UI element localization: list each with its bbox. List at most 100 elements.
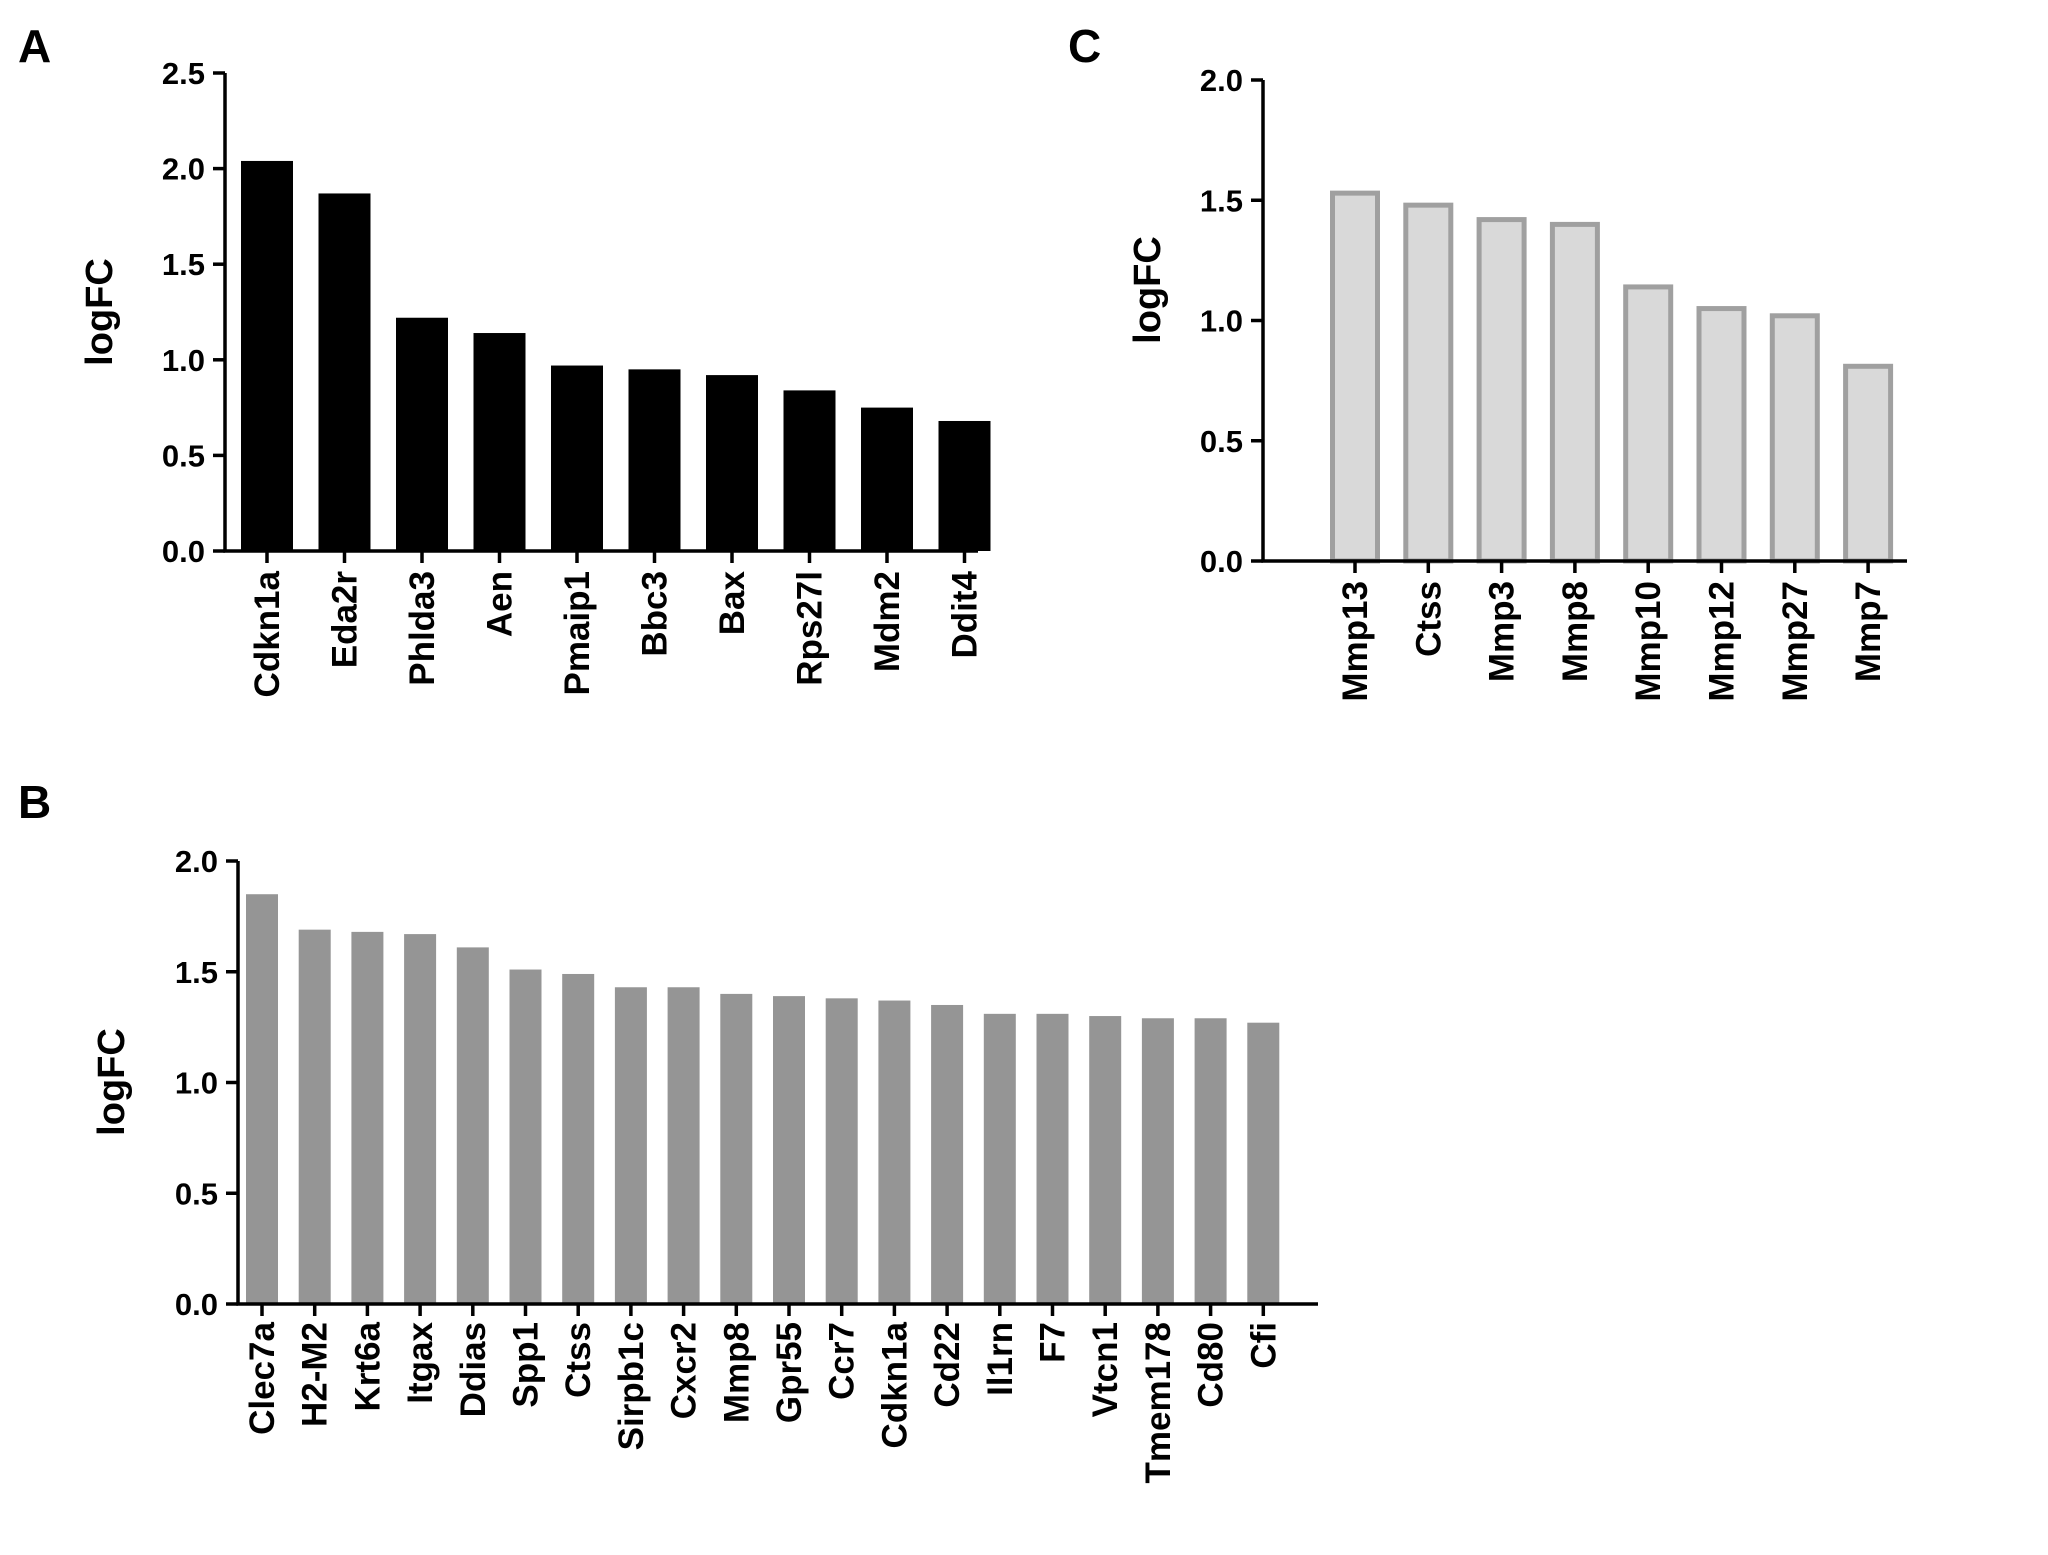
bar-krt6a xyxy=(351,931,384,1304)
bar-clec7a xyxy=(246,894,278,1304)
x-tick-label: Tmem178 xyxy=(1139,1322,1178,1483)
bar-spp1 xyxy=(509,969,542,1304)
y-tick-label: 1.5 xyxy=(1200,183,1243,218)
y-tick-label: 2.0 xyxy=(175,844,218,879)
bar-gpr55 xyxy=(773,996,805,1304)
bar-cdkn1a xyxy=(878,1000,911,1304)
bar-bbc3 xyxy=(628,369,681,551)
bar-mdm2 xyxy=(861,407,913,551)
bar-cdkn1a xyxy=(241,160,293,551)
bar-tmem178 xyxy=(1141,1018,1174,1304)
bar-mmp7 xyxy=(1843,363,1894,564)
y-tick-label: 1.5 xyxy=(162,247,205,282)
y-tick-label: 2.0 xyxy=(1200,63,1243,98)
x-tick-label: Cd22 xyxy=(928,1322,967,1408)
y-axis-title: logFC xyxy=(91,1028,133,1136)
y-axis-title: logFC xyxy=(79,258,121,366)
panel-b-chart: 0.0 0.5 1.0 1.5 2.0 Clec7a H2-M2 Krt6a Itgax Ddia… xyxy=(91,844,1318,1483)
panel-a-chart: 0.0 0.5 1.0 1.5 2.0 2.5 Cdkn1a Eda2r Phlda3 Aen Pm… xyxy=(79,56,991,697)
bar-il1rn xyxy=(983,1013,1016,1304)
x-tick-label: F7 xyxy=(1034,1322,1073,1363)
bar-mmp12 xyxy=(1696,306,1747,564)
x-tick-label: Spp1 xyxy=(507,1322,546,1408)
bar-mmp8 xyxy=(720,993,753,1304)
x-tick-label: Cdkn1a xyxy=(875,1321,914,1448)
x-tick-label: Cxcr2 xyxy=(665,1322,704,1419)
x-tick-label: Bax xyxy=(713,570,752,635)
x-tick-label: Mmp12 xyxy=(1703,581,1742,702)
bar-mmp8 xyxy=(1549,221,1600,564)
bar-cfi xyxy=(1247,1022,1280,1304)
y-tick-label: 0.5 xyxy=(175,1176,218,1211)
x-tick-label: Cfi xyxy=(1244,1322,1283,1369)
bar-pmaip1 xyxy=(551,365,603,551)
y-tick-label: 1.0 xyxy=(175,1066,218,1101)
y-tick-label: 1.0 xyxy=(1200,304,1243,339)
bar-mmp3 xyxy=(1476,217,1527,564)
panel-a-letter: A xyxy=(18,20,51,72)
y-tick-label: 0.0 xyxy=(1200,544,1243,579)
x-tick-label: Cd80 xyxy=(1192,1322,1231,1408)
bar-ctss xyxy=(562,973,595,1304)
x-tick-label: Mmp7 xyxy=(1849,581,1888,682)
x-tick-label: Mmp8 xyxy=(717,1322,756,1423)
x-tick-label: Vtcn1 xyxy=(1086,1322,1125,1417)
bar-mmp27 xyxy=(1769,313,1820,564)
bar-sirpb1c xyxy=(614,987,647,1304)
x-tick-label: Clec7a xyxy=(243,1321,282,1434)
panel-c-letter: C xyxy=(1068,20,1101,72)
y-tick-label: 2.0 xyxy=(162,152,205,187)
x-tick-label: Ccr7 xyxy=(823,1322,862,1400)
bar-bax xyxy=(706,375,758,551)
bar-mmp13 xyxy=(1330,190,1380,564)
y-tick-label: 1.5 xyxy=(175,955,218,990)
x-tick-label: Cdkn1a xyxy=(248,570,287,697)
y-tick-label: 2.5 xyxy=(162,56,205,91)
bar-vtcn1 xyxy=(1089,1016,1122,1304)
x-tick-label: Gpr55 xyxy=(770,1322,809,1423)
x-tick-label: Mmp3 xyxy=(1483,581,1522,682)
bar-aen xyxy=(473,333,526,551)
y-tick-label: 0.5 xyxy=(162,438,205,473)
y-tick-label: 0.0 xyxy=(162,534,205,569)
bar-ddit4 xyxy=(938,420,991,551)
x-tick-label: Eda2r xyxy=(326,571,365,669)
panel-c-chart: 0.0 0.5 1.0 1.5 2.0 Mmp13 Ctss Mmp3 Mmp8 Mmp10 Mmp… xyxy=(1127,63,1907,702)
bar-eda2r xyxy=(318,193,371,551)
bar-mmp10 xyxy=(1623,284,1674,564)
x-tick-label: Mmp27 xyxy=(1776,581,1815,702)
y-tick-label: 0.0 xyxy=(175,1287,218,1322)
x-tick-label: Sirpb1c xyxy=(612,1322,651,1450)
x-tick-label: H2-M2 xyxy=(296,1322,335,1427)
bar-f7 xyxy=(1036,1013,1069,1304)
x-tick-label: Pmaip1 xyxy=(558,571,597,696)
x-tick-label: Krt6a xyxy=(348,1321,387,1411)
bar-cxcr2 xyxy=(667,987,700,1304)
x-tick-label: Itgax xyxy=(401,1321,440,1403)
bar-cd22 xyxy=(931,1004,964,1304)
bar-itgax xyxy=(404,934,437,1304)
x-tick-label: Ctss xyxy=(559,1322,598,1398)
y-tick-label: 1.0 xyxy=(162,343,205,378)
x-tick-label: Mmp8 xyxy=(1556,581,1595,682)
bar-h2-m2 xyxy=(298,929,331,1304)
y-tick-label: 0.5 xyxy=(1200,424,1243,459)
panel-b-letter: B xyxy=(18,776,51,828)
x-tick-label: Mmp13 xyxy=(1336,581,1375,702)
bar-cd80 xyxy=(1194,1018,1227,1304)
y-axis-title: logFC xyxy=(1127,236,1169,344)
x-tick-label: Ddit4 xyxy=(946,570,985,658)
bar-ctss xyxy=(1403,202,1454,564)
x-tick-label: Mmp10 xyxy=(1629,581,1668,702)
bar-ccr7 xyxy=(825,998,858,1304)
x-tick-label: Aen xyxy=(481,571,520,637)
x-tick-label: Bbc3 xyxy=(636,571,675,657)
bar-phlda3 xyxy=(396,317,448,551)
x-tick-label: Il1rn xyxy=(981,1322,1020,1396)
x-tick-label: Phlda3 xyxy=(403,571,442,686)
bar-ddias xyxy=(456,947,489,1304)
x-tick-label: Ctss xyxy=(1409,581,1448,657)
x-tick-label: Mdm2 xyxy=(868,571,907,672)
x-tick-label: Rps27l xyxy=(791,571,830,686)
